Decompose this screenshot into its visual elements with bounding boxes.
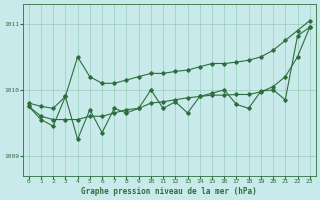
X-axis label: Graphe pression niveau de la mer (hPa): Graphe pression niveau de la mer (hPa) [81, 187, 257, 196]
